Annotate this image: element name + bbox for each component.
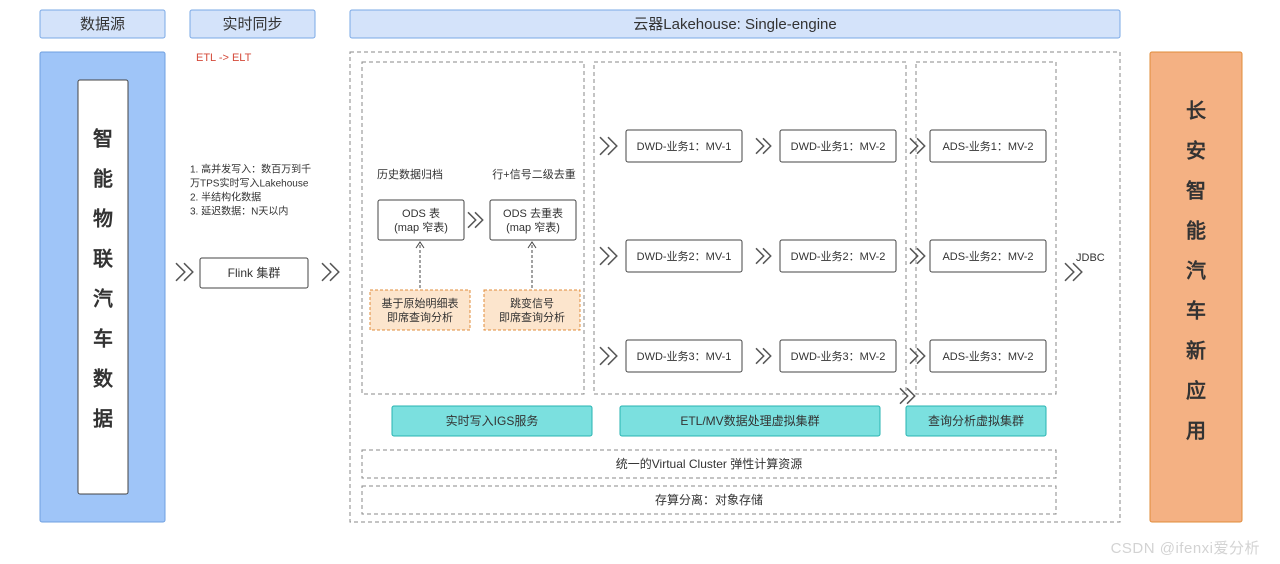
svg-text:即席查询分析: 即席查询分析 xyxy=(387,310,453,324)
svg-text:新: 新 xyxy=(1186,338,1206,362)
watermark: CSDN @ifenxi爱分析 xyxy=(1111,537,1260,558)
svg-text:联: 联 xyxy=(93,247,113,270)
svg-text:DWD-业务3：MV-1: DWD-业务3：MV-1 xyxy=(637,350,732,363)
svg-text:数: 数 xyxy=(93,366,114,390)
svg-text:ADS-业务3：MV-2: ADS-业务3：MV-2 xyxy=(942,350,1033,363)
svg-text:行+信号二级去重: 行+信号二级去重 xyxy=(492,167,575,181)
svg-text:ODS 去重表: ODS 去重表 xyxy=(503,206,563,220)
svg-text:(map 窄表): (map 窄表) xyxy=(394,220,448,234)
svg-text:万TPS实时写入Lakehouse: 万TPS实时写入Lakehouse xyxy=(190,177,309,190)
svg-text:长: 长 xyxy=(1186,99,1207,122)
svg-text:应: 应 xyxy=(1186,378,1206,402)
svg-text:汽: 汽 xyxy=(1186,258,1206,282)
svg-text:3. 延迟数据：N天以内: 3. 延迟数据：N天以内 xyxy=(190,205,288,218)
svg-text:统一的Virtual Cluster 弹性计算资源: 统一的Virtual Cluster 弹性计算资源 xyxy=(616,456,802,471)
svg-text:云器Lakehouse: Single-engine: 云器Lakehouse: Single-engine xyxy=(633,16,836,33)
svg-text:安: 安 xyxy=(1186,138,1206,162)
svg-text:Flink 集群: Flink 集群 xyxy=(228,265,281,280)
svg-text:(map 窄表): (map 窄表) xyxy=(506,220,560,234)
svg-text:DWD-业务2：MV-1: DWD-业务2：MV-1 xyxy=(637,250,732,263)
svg-text:存算分离：对象存储: 存算分离：对象存储 xyxy=(655,492,763,507)
svg-text:车: 车 xyxy=(93,326,113,350)
svg-text:智: 智 xyxy=(1186,178,1206,202)
svg-text:DWD-业务3：MV-2: DWD-业务3：MV-2 xyxy=(791,350,886,363)
svg-text:ETL -> ELT: ETL -> ELT xyxy=(196,52,252,64)
svg-text:查询分析虚拟集群: 查询分析虚拟集群 xyxy=(928,413,1024,428)
svg-text:跳变信号: 跳变信号 xyxy=(510,296,554,310)
svg-text:能: 能 xyxy=(1186,218,1206,242)
svg-text:DWD-业务1：MV-1: DWD-业务1：MV-1 xyxy=(637,140,732,153)
svg-text:基于原始明细表: 基于原始明细表 xyxy=(382,296,459,310)
svg-text:ADS-业务2：MV-2: ADS-业务2：MV-2 xyxy=(942,250,1033,263)
svg-text:车: 车 xyxy=(1186,298,1206,322)
svg-text:ODS 表: ODS 表 xyxy=(402,206,440,220)
svg-text:2. 半结构化数据: 2. 半结构化数据 xyxy=(190,191,261,204)
svg-text:物: 物 xyxy=(93,206,113,230)
svg-text:能: 能 xyxy=(93,166,113,190)
svg-text:DWD-业务2：MV-2: DWD-业务2：MV-2 xyxy=(791,250,886,263)
svg-text:实时同步: 实时同步 xyxy=(222,16,282,33)
svg-text:据: 据 xyxy=(93,406,113,430)
svg-text:数据源: 数据源 xyxy=(80,16,125,33)
svg-text:汽: 汽 xyxy=(93,286,113,310)
svg-text:1. 高并发写入：数百万到千: 1. 高并发写入：数百万到千 xyxy=(190,163,311,176)
svg-text:DWD-业务1：MV-2: DWD-业务1：MV-2 xyxy=(791,140,886,153)
svg-text:实时写入IGS服务: 实时写入IGS服务 xyxy=(446,413,539,428)
svg-text:ADS-业务1：MV-2: ADS-业务1：MV-2 xyxy=(942,140,1033,153)
svg-text:智: 智 xyxy=(93,126,113,150)
svg-text:历史数据归档: 历史数据归档 xyxy=(377,167,443,181)
svg-text:ETL/MV数据处理虚拟集群: ETL/MV数据处理虚拟集群 xyxy=(680,413,819,428)
svg-text:JDBC: JDBC xyxy=(1076,252,1105,264)
svg-text:用: 用 xyxy=(1186,420,1206,442)
svg-text:即席查询分析: 即席查询分析 xyxy=(499,310,565,324)
